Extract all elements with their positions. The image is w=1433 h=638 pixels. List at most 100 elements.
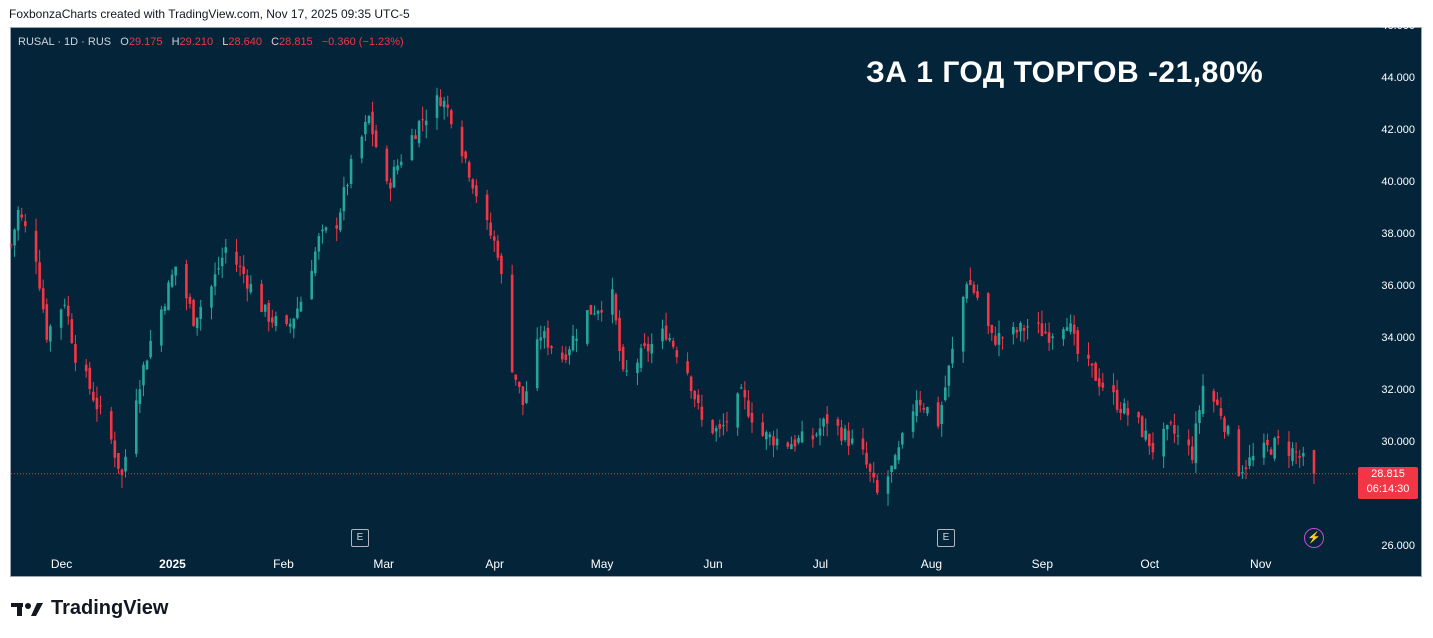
candle-body [1144,430,1148,440]
candle-body [88,367,92,389]
candle-body [442,100,446,108]
candle-body [1069,323,1072,332]
x-tick-label: Mar [373,557,395,571]
candle-body [625,370,629,372]
candle-body [518,381,521,387]
candle-body [818,428,822,436]
candle-body [324,227,328,231]
tradingview-footer[interactable]: TradingView [11,597,168,620]
candle-body [675,350,679,358]
candle-body [245,275,249,289]
candle-body [349,158,353,184]
candle-body [543,331,546,339]
candle-body [1051,336,1054,338]
earnings-event-icon[interactable]: E [351,529,369,547]
candle-body [296,308,299,319]
candle-body [335,225,339,229]
candle-body [414,135,417,140]
candle-body [890,465,893,472]
candle-body [41,288,45,310]
candle-body [1291,448,1294,462]
candle-body [761,422,765,436]
candle-body [113,440,117,458]
candle-body [765,432,768,440]
candle-body [1201,385,1205,414]
candle-body [185,264,188,299]
candle-body [1122,403,1126,414]
candle-body [797,437,800,443]
x-tick-label: Sep [1031,557,1054,571]
lightning-icon[interactable]: ⚡ [1304,528,1324,548]
candle-body [800,431,804,443]
candle-body [210,286,213,308]
candle-body [1097,378,1101,387]
candle-body [1065,327,1069,331]
candle-body [961,297,965,352]
candle-body [926,407,929,414]
candle-body [117,452,120,469]
candle-body [611,289,614,315]
candle-body [317,235,321,252]
candle-body [475,185,478,197]
candle-body [668,338,671,341]
candle-body [893,455,897,470]
candle-body [321,229,324,232]
candle-body [593,313,596,315]
candle-body [911,411,915,432]
candle-body [1162,428,1165,457]
candle-body [1026,326,1029,328]
chart-pane[interactable] [10,27,1422,577]
candle-body [750,412,754,423]
candle-body [1298,456,1301,458]
candle-body [439,97,442,106]
symbol-label[interactable]: RUSAL · 1D · RUS [18,36,112,48]
candle-body [500,255,503,275]
candle-body [1001,337,1004,339]
candle-body [1037,322,1040,324]
candle-body [901,433,904,445]
candle-body [747,400,750,417]
candle-body [1312,449,1316,474]
x-tick-label: Dec [50,557,73,571]
candle-body [142,364,145,386]
y-tick-label: 36.000 [1381,280,1415,292]
candle-body [120,469,124,476]
candle-body [95,397,99,410]
candle-body [1237,429,1241,476]
y-tick-label: 46.000 [1381,20,1415,32]
candle-body [192,299,195,326]
candle-body [861,438,865,450]
candle-body [285,315,288,325]
candle-body [13,229,16,246]
candle-body [1012,327,1015,335]
candle-body [589,305,593,315]
candle-body [671,340,675,347]
candle-body [586,310,589,344]
attribution-text: FoxbonzaCharts created with TradingView.… [9,7,410,21]
candle-body [1022,327,1026,331]
candle-body [342,187,346,212]
candle-body [1176,435,1180,437]
earnings-event-icon[interactable]: E [937,529,955,547]
candle-body [596,310,600,314]
y-tick-label: 30.000 [1381,436,1415,448]
ohlc-legend: RUSAL · 1D · RUS O29.175 H29.210 L28.640… [18,36,410,48]
candle-body [1047,332,1051,343]
candle-body [471,179,475,189]
candle-body [224,247,228,253]
candle-body [811,435,815,440]
candle-body [1151,442,1155,453]
candle-body [1276,436,1280,439]
x-tick-label: Apr [485,557,505,571]
candle-body [700,406,704,420]
candle-body [188,296,192,304]
candle-body [1251,455,1255,461]
candle-body [636,362,639,374]
candle-body [1187,439,1191,446]
candle-body [260,283,263,312]
candle-body [235,251,238,265]
candle-body [772,436,775,446]
candle-body [943,387,947,401]
candle-body [664,325,668,340]
candle-body [364,121,367,135]
